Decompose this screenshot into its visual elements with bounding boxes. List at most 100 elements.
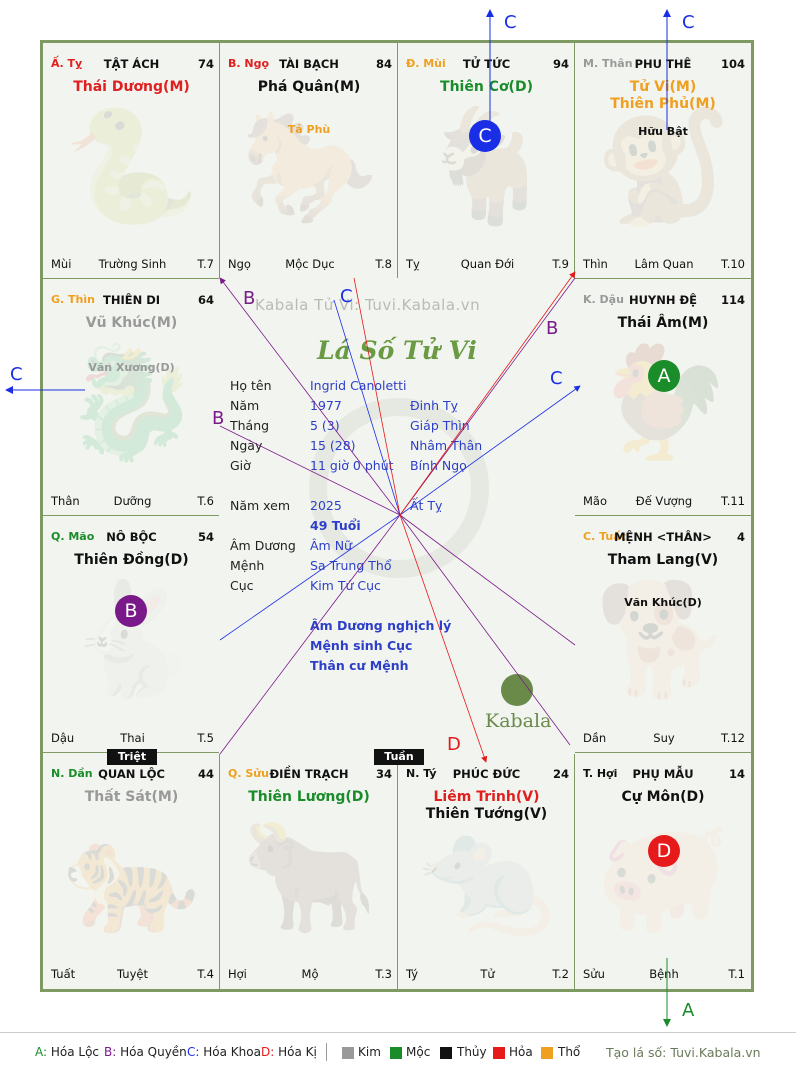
quyen-line-a: [219, 277, 401, 516]
palace-footer-left: Thìn: [583, 257, 608, 271]
legend-thuy: Thủy: [457, 1045, 487, 1059]
palace-name: PHỤ MẪU: [632, 767, 694, 781]
palace-footer-left: Tuất: [51, 967, 76, 981]
ki-line-b: [353, 277, 401, 516]
label-b-right: B: [546, 318, 558, 339]
main-star: Tử Vi(M): [629, 79, 697, 95]
value-month: 5 (3): [310, 418, 340, 433]
tag-triet: Triệt: [107, 749, 157, 765]
palace-number: 94: [552, 57, 569, 71]
label-thang: Tháng: [230, 418, 270, 433]
palace-name: THIÊN DI: [102, 293, 161, 307]
palace-footer: Ngọ Mộc Dục T.8: [228, 257, 392, 273]
label-menh: Mệnh: [230, 558, 265, 573]
label-nam-xem: Năm xem: [230, 498, 291, 513]
palace-footer-mid: Mộ: [301, 967, 319, 981]
chart-title: Lá Số Tử Vi: [317, 336, 477, 365]
palace-footer: Tỵ Quan Đới T.9: [406, 257, 569, 273]
palace-name: TÀI BẠCH: [279, 57, 339, 71]
main-star: Phá Quân(M): [257, 79, 361, 95]
quyen-line-f: [399, 514, 571, 746]
note-menh-sinh-cuc: Mệnh sinh Cục: [310, 638, 413, 653]
main-star: Thái Dương(M): [73, 79, 190, 95]
legend-hoa-loc: A: Hóa Lộc: [35, 1045, 100, 1059]
palace-footer-left: Dậu: [51, 731, 75, 745]
label-c-top-right: C: [682, 12, 695, 33]
palace-footer-left: Mão: [583, 494, 608, 508]
palace-footer: Tý Tử T.2: [406, 967, 569, 983]
legend-bar: A: Hóa Lộc B: Hóa Quyền C: Hóa Khoa D: H…: [0, 1032, 796, 1071]
legend-credit[interactable]: Tạo lá số: Tuvi.Kabala.vn: [606, 1045, 761, 1060]
main-star: Thất Sát(M): [84, 789, 179, 805]
hoa-quyen-marker: B: [115, 595, 147, 627]
center-info-panel: Kabala Tử Vi: Tuvi.Kabala.vn Lá Số Tử Vi…: [219, 278, 575, 754]
note-than-cu-menh: Thân cư Mệnh: [310, 658, 409, 673]
note-am-duong: Âm Dương nghịch lý: [310, 618, 452, 633]
ki-line-a: [399, 271, 576, 516]
legend-hoa: Hỏa: [509, 1045, 533, 1059]
palace-can-chi: Ấ. Tỵ: [51, 57, 83, 70]
palace-footer-mid: Lâm Quan: [634, 257, 694, 271]
palace-can-chi: Q. Sửu: [228, 767, 269, 780]
legend-hoa-ki: D: Hóa Kị: [261, 1045, 317, 1059]
label-ngay: Ngày: [230, 438, 263, 453]
main-star: Thiên Phủ(M): [610, 96, 716, 112]
palace-can-chi: N. Tý: [406, 767, 437, 780]
main-star: Tham Lang(V): [607, 552, 719, 568]
palace-footer-mid: Dưỡng: [113, 494, 152, 508]
palace-can-chi: Đ. Mùi: [406, 57, 446, 70]
palace-footer-right: T.2: [552, 967, 569, 981]
palace-footer-left: Mùi: [51, 257, 72, 271]
value-hour: 11 giờ 0 phút: [310, 458, 394, 473]
hoa-ki-marker: D: [648, 835, 680, 867]
palace-number: 24: [552, 767, 569, 781]
value-cuc: Kim Tứ Cục: [310, 578, 381, 593]
palace-number: 34: [375, 767, 392, 781]
palace-can-chi: C. Tuất: [583, 530, 626, 543]
palace-footer: Thìn Lâm Quan T.10: [583, 257, 745, 273]
label-b-top-left: B: [243, 288, 255, 309]
legend-divider: [326, 1043, 327, 1061]
palace-number: 14: [728, 767, 745, 781]
palace-footer-right: T.8: [375, 257, 392, 271]
palace-footer-left: Ngọ: [228, 257, 251, 271]
value-month-can: Giáp Thìn: [410, 418, 470, 433]
palace-number: 54: [197, 530, 214, 544]
palace-footer: Sửu Bệnh T.1: [583, 967, 745, 983]
palace-footer: Tuất Tuyệt T.4: [51, 967, 214, 983]
label-nam: Năm: [230, 398, 260, 413]
main-star: Thiên Cơ(D): [440, 79, 533, 95]
palace-name: NÔ BỘC: [106, 530, 157, 544]
palace-number: 4: [736, 530, 745, 544]
minor-star: Văn Xương(D): [88, 361, 175, 374]
palace-can-chi: B. Ngọ: [228, 57, 270, 70]
label-c-left: C: [10, 364, 23, 385]
palace-footer-mid: Tuyệt: [117, 967, 148, 981]
palace-can-chi: K. Dậu: [583, 293, 624, 306]
palace-footer: Thân Dưỡng T.6: [51, 494, 214, 510]
palace-footer-right: T.10: [721, 257, 745, 271]
kabala-logo-icon: [501, 674, 533, 706]
palace-footer: Mùi Trường Sinh T.7: [51, 257, 214, 273]
label-c-top-left: C: [504, 12, 517, 33]
palace-number: 74: [197, 57, 214, 71]
main-star: Cự Môn(D): [621, 789, 705, 805]
palace-footer-mid: Mộc Dục: [285, 257, 335, 271]
palace-number: 64: [197, 293, 214, 307]
palace-footer-right: T.3: [375, 967, 392, 981]
palace-footer-left: Hợi: [228, 967, 247, 981]
main-star: Thiên Đồng(D): [74, 552, 189, 568]
palace-footer-right: T.7: [197, 257, 214, 271]
value-menh: Sa Trung Thổ: [310, 558, 392, 573]
quyen-line-e: [219, 425, 401, 516]
swatch-tho: [541, 1047, 553, 1059]
palace-name: MỆNH <THÂN>: [614, 530, 712, 544]
legend-tho: Thổ: [558, 1045, 581, 1059]
minor-star: Văn Khúc(D): [624, 596, 702, 609]
palace-name: HUYNH ĐỆ: [628, 293, 698, 307]
swatch-hoa: [493, 1047, 505, 1059]
main-star: Vũ Khúc(M): [85, 315, 178, 331]
palace-footer: Dậu Thai T.5: [51, 731, 214, 747]
palace-number: 84: [375, 57, 392, 71]
legend-hoa-khoa: C: Hóa Khoa: [187, 1045, 261, 1059]
